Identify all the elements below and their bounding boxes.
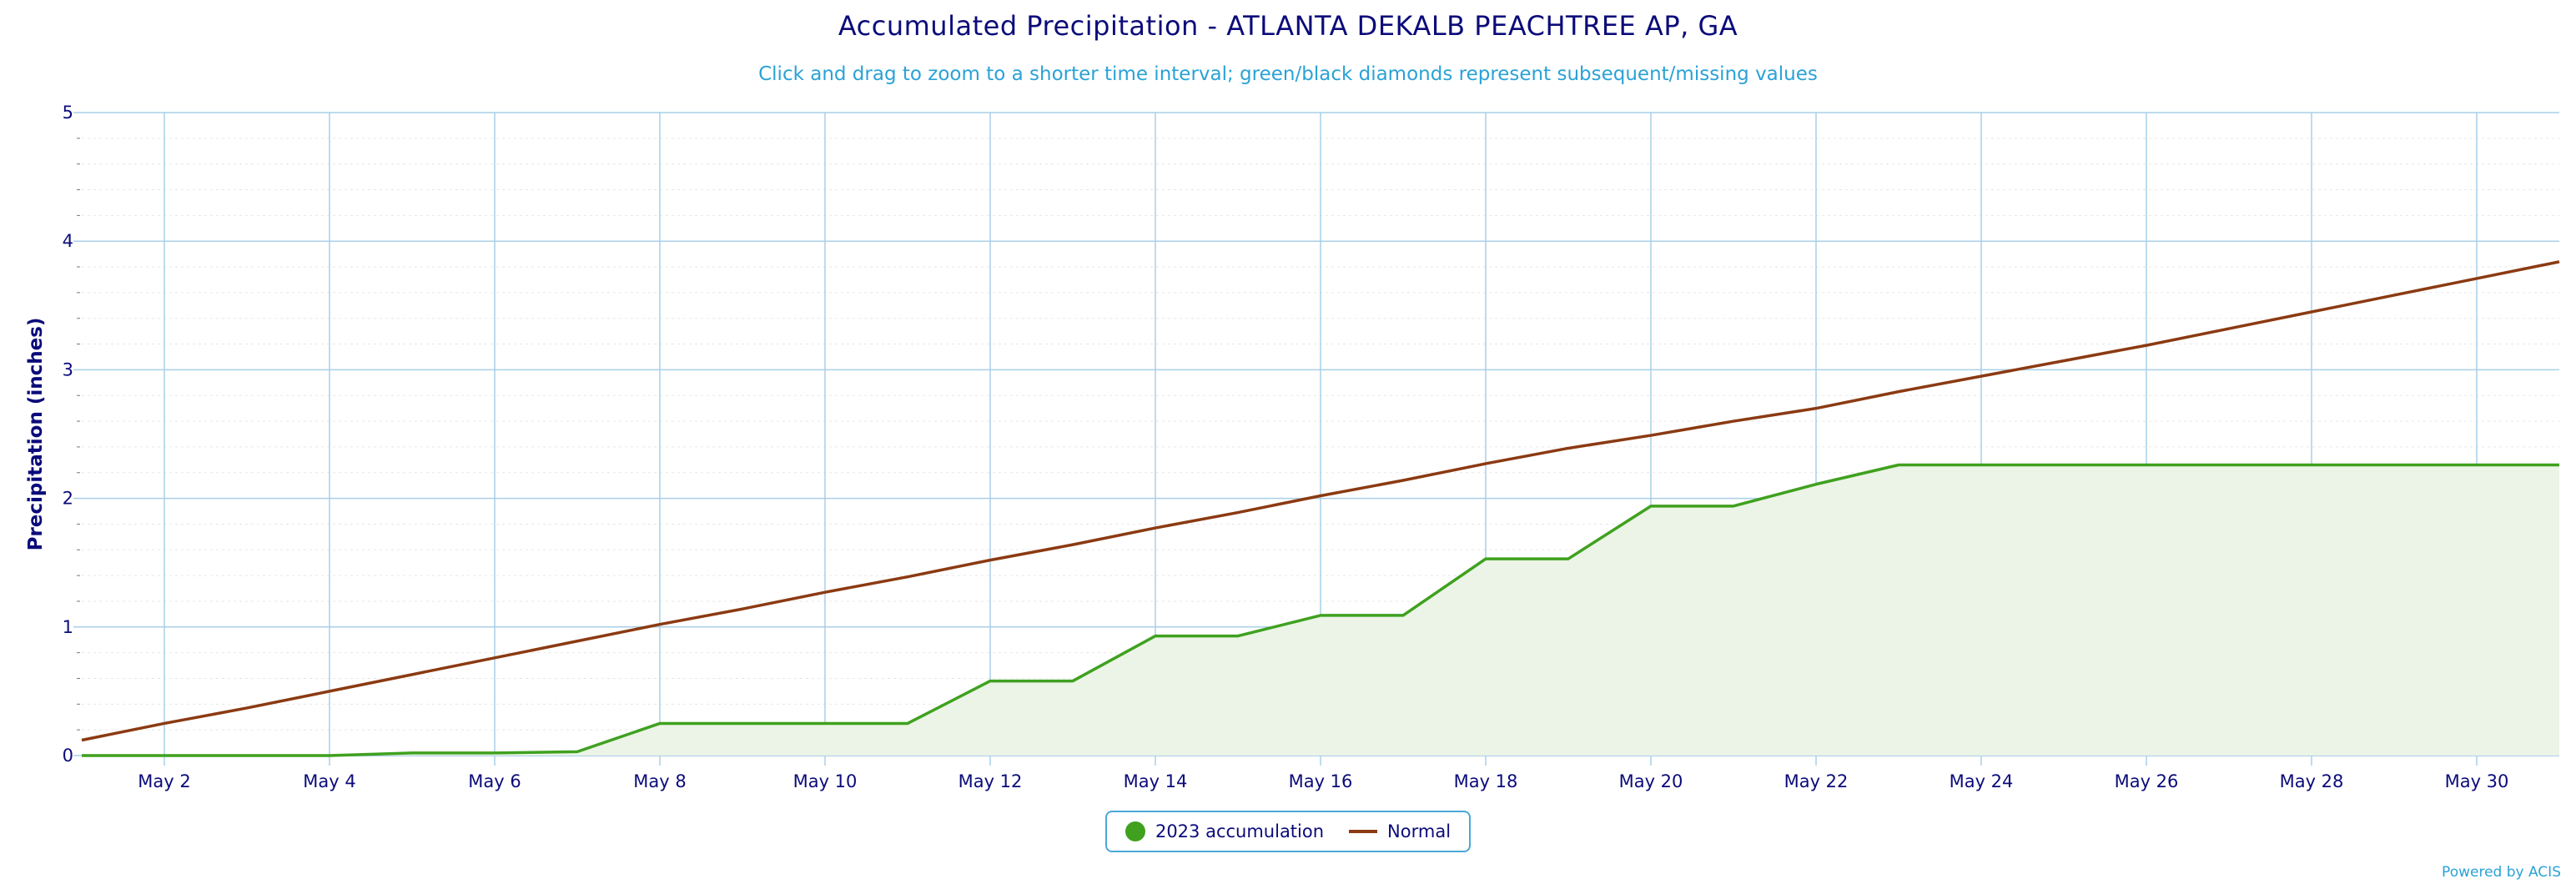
- normal-point[interactable]: [2472, 274, 2482, 284]
- legend: 2023 accumulation Normal: [1105, 811, 1471, 852]
- normal-line[interactable]: [81, 260, 2560, 742]
- accumulation-point[interactable]: [1811, 480, 1821, 490]
- legend-item-accumulation[interactable]: 2023 accumulation: [1124, 821, 1325, 841]
- x-tick-label: May 24: [1950, 771, 2014, 791]
- normal-point[interactable]: [2554, 257, 2564, 267]
- accumulation-point[interactable]: [1481, 554, 1491, 564]
- normal-point[interactable]: [407, 670, 417, 680]
- x-tick-label: May 28: [2280, 771, 2344, 791]
- y-tick-label: 2: [63, 489, 73, 509]
- legend-label-accumulation: 2023 accumulation: [1155, 821, 1325, 841]
- accumulation-point[interactable]: [655, 718, 665, 728]
- accumulation-point[interactable]: [2307, 460, 2317, 470]
- normal-point[interactable]: [655, 620, 665, 630]
- x-tick-label: May 18: [1454, 771, 1518, 791]
- accumulation-point[interactable]: [2059, 460, 2069, 470]
- x-tick-label: May 12: [958, 771, 1023, 791]
- accumulation-point[interactable]: [985, 676, 995, 686]
- normal-point[interactable]: [1894, 387, 1904, 397]
- normal-point[interactable]: [1728, 416, 1738, 426]
- normal-point[interactable]: [1811, 404, 1821, 414]
- accumulation-point[interactable]: [1068, 676, 1078, 686]
- normal-point[interactable]: [1646, 430, 1656, 440]
- credit-link[interactable]: Powered by ACIS: [2442, 864, 2561, 881]
- legend-label-normal: Normal: [1387, 821, 1452, 841]
- accumulation-point[interactable]: [325, 751, 335, 761]
- legend-item-normal[interactable]: Normal: [1349, 821, 1451, 841]
- x-tick-label: May 10: [793, 771, 858, 791]
- accumulation-point[interactable]: [1316, 610, 1326, 620]
- accumulation-point[interactable]: [242, 751, 252, 761]
- normal-point[interactable]: [1068, 540, 1078, 550]
- normal-point[interactable]: [572, 636, 582, 646]
- normal-point[interactable]: [325, 686, 335, 696]
- accumulation-point[interactable]: [572, 746, 582, 756]
- accumulation-point[interactable]: [1398, 610, 1408, 620]
- accumulation-point[interactable]: [903, 718, 913, 728]
- x-tick-label: May 30: [2445, 771, 2509, 791]
- normal-point[interactable]: [1316, 491, 1326, 501]
- normal-point[interactable]: [1150, 523, 1160, 533]
- normal-point[interactable]: [242, 703, 252, 713]
- x-tick-label: May 26: [2115, 771, 2179, 791]
- normal-point[interactable]: [985, 555, 995, 565]
- normal-point[interactable]: [1976, 371, 1986, 381]
- accumulation-point[interactable]: [1894, 460, 1904, 470]
- normal-point[interactable]: [1481, 459, 1491, 469]
- accumulation-marker-icon: [1124, 821, 1145, 841]
- normal-point[interactable]: [903, 572, 913, 582]
- normal-point[interactable]: [737, 604, 747, 614]
- accumulation-area: [82, 465, 2559, 756]
- y-tick-label: 0: [63, 746, 73, 766]
- normal-point[interactable]: [2059, 356, 2069, 366]
- accumulation-point[interactable]: [1563, 554, 1573, 564]
- accumulation-point[interactable]: [1233, 631, 1243, 641]
- accumulation-point[interactable]: [737, 718, 747, 728]
- normal-line-icon: [1349, 830, 1378, 833]
- accumulation-point[interactable]: [2389, 460, 2399, 470]
- y-tick-label: 4: [63, 231, 73, 251]
- accumulation-point[interactable]: [407, 748, 417, 758]
- accumulation-point[interactable]: [1728, 501, 1738, 511]
- y-tick-label: 1: [63, 617, 73, 637]
- normal-point[interactable]: [1233, 508, 1243, 518]
- accumulation-point[interactable]: [77, 751, 87, 761]
- accumulation-point[interactable]: [2224, 460, 2234, 470]
- x-tick-label: May 20: [1619, 771, 1683, 791]
- y-tick-label: 3: [63, 359, 73, 379]
- accumulation-point[interactable]: [2141, 460, 2151, 470]
- y-tick-label: 5: [63, 103, 73, 123]
- chart-title: Accumulated Precipitation - ATLANTA DEKA…: [838, 10, 1738, 42]
- normal-point[interactable]: [2389, 290, 2399, 300]
- normal-point[interactable]: [2141, 340, 2151, 350]
- accumulation-point[interactable]: [490, 748, 500, 758]
- normal-point[interactable]: [2307, 307, 2317, 317]
- x-tick-label: May 2: [138, 771, 190, 791]
- normal-point[interactable]: [77, 735, 87, 745]
- normal-point[interactable]: [1563, 443, 1573, 453]
- x-tick-label: May 16: [1289, 771, 1353, 791]
- accumulation-line[interactable]: [82, 463, 2559, 757]
- normal-point[interactable]: [2224, 324, 2234, 334]
- normal-point[interactable]: [490, 653, 500, 663]
- accumulation-point[interactable]: [1646, 501, 1656, 511]
- y-axis-label: Precipitation (inches): [25, 318, 47, 551]
- x-tick-label: May 6: [468, 771, 521, 791]
- x-tick-label: May 4: [303, 771, 355, 791]
- normal-point[interactable]: [1398, 475, 1408, 485]
- accumulation-point[interactable]: [2554, 460, 2564, 470]
- normal-point[interactable]: [159, 718, 169, 728]
- accumulation-point[interactable]: [2472, 460, 2482, 470]
- accumulation-point[interactable]: [1150, 631, 1160, 641]
- accumulation-point[interactable]: [159, 751, 169, 761]
- x-tick-label: May 22: [1784, 771, 1849, 791]
- accumulation-point[interactable]: [820, 718, 830, 728]
- x-tick-label: May 14: [1124, 771, 1188, 791]
- x-tick-label: May 8: [633, 771, 686, 791]
- chart-subtitle: Click and drag to zoom to a shorter time…: [758, 63, 1818, 85]
- normal-point[interactable]: [820, 587, 830, 597]
- accumulation-point[interactable]: [1976, 460, 1986, 470]
